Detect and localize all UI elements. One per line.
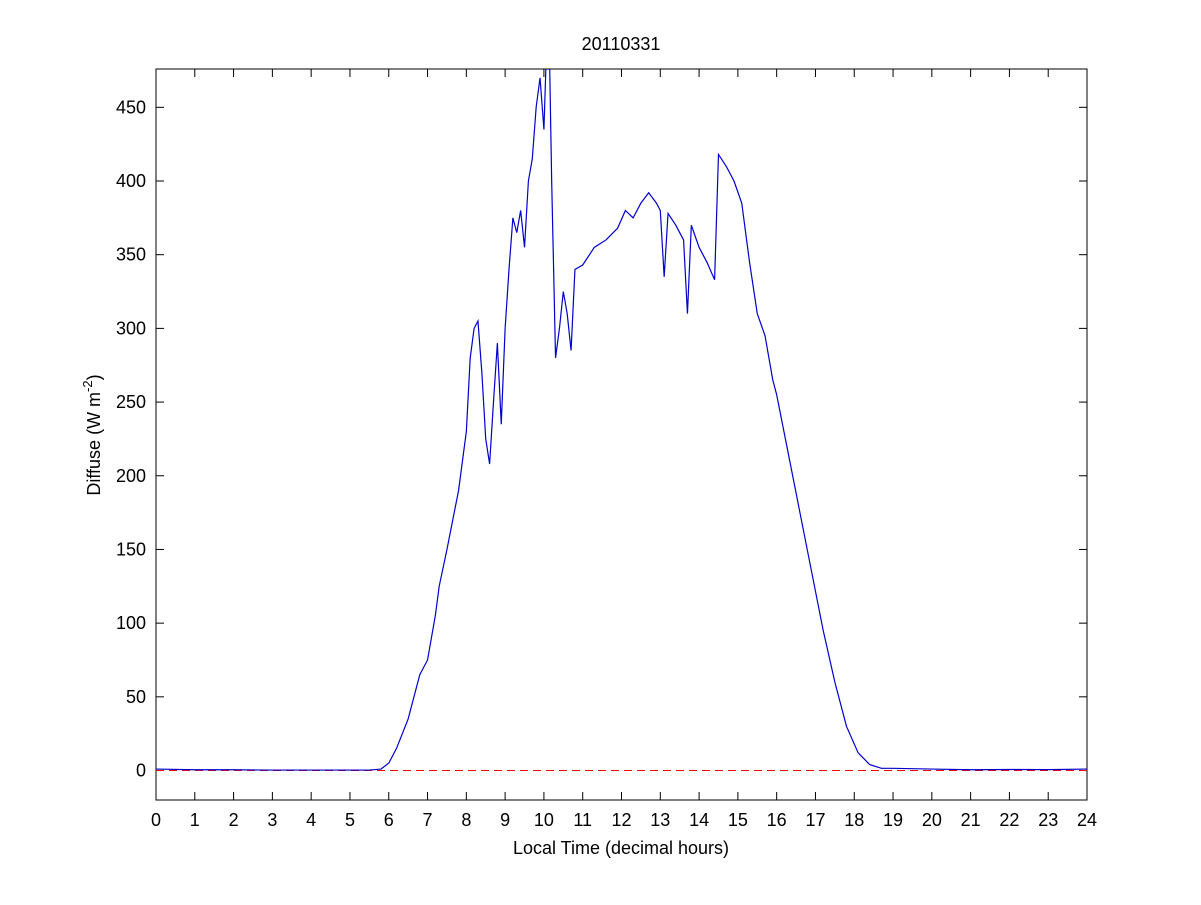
x-tick-label: 24 [1077, 810, 1097, 830]
y-tick-label: 150 [116, 539, 146, 559]
x-tick-label: 23 [1038, 810, 1058, 830]
x-tick-label: 7 [423, 810, 433, 830]
y-tick-label: 200 [116, 466, 146, 486]
x-tick-label: 16 [767, 810, 787, 830]
x-tick-label: 1 [190, 810, 200, 830]
x-tick-label: 14 [689, 810, 709, 830]
x-tick-label: 3 [267, 810, 277, 830]
y-tick-label: 400 [116, 171, 146, 191]
x-tick-label: 17 [805, 810, 825, 830]
y-tick-label: 300 [116, 318, 146, 338]
y-tick-label: 250 [116, 392, 146, 412]
plot-area [156, 69, 1087, 772]
x-tick-label: 15 [728, 810, 748, 830]
x-axis-label: Local Time (decimal hours) [513, 838, 729, 858]
data-line [156, 69, 1087, 771]
y-axis-label: Diffuse (W m-2) [80, 374, 104, 495]
x-tick-label: 12 [611, 810, 631, 830]
y-label-text: Diffuse (W m [84, 392, 104, 496]
y-label-end: ) [84, 374, 104, 380]
x-tick-label: 2 [229, 810, 239, 830]
x-tick-label: 21 [961, 810, 981, 830]
y-tick-label: 50 [126, 687, 146, 707]
x-tick-label: 22 [999, 810, 1019, 830]
y-tick-label: 0 [136, 761, 146, 781]
y-tick-label: 100 [116, 613, 146, 633]
x-tick-label: 11 [573, 810, 592, 830]
x-tick-label: 20 [922, 810, 942, 830]
x-tick-label: 4 [306, 810, 316, 830]
x-tick-label: 6 [384, 810, 394, 830]
y-tick-label: 450 [116, 97, 146, 117]
y-tick-label: 350 [116, 245, 146, 265]
x-tick-label: 13 [650, 810, 670, 830]
x-tick-label: 9 [500, 810, 510, 830]
chart-title: 20110331 [582, 34, 661, 54]
x-tick-label: 8 [461, 810, 471, 830]
x-tick-label: 18 [844, 810, 864, 830]
x-tick-label: 0 [151, 810, 161, 830]
y-label-sup: -2 [80, 380, 95, 392]
x-tick-label: 19 [883, 810, 903, 830]
x-tick-label: 10 [534, 810, 554, 830]
x-tick-label: 5 [345, 810, 355, 830]
